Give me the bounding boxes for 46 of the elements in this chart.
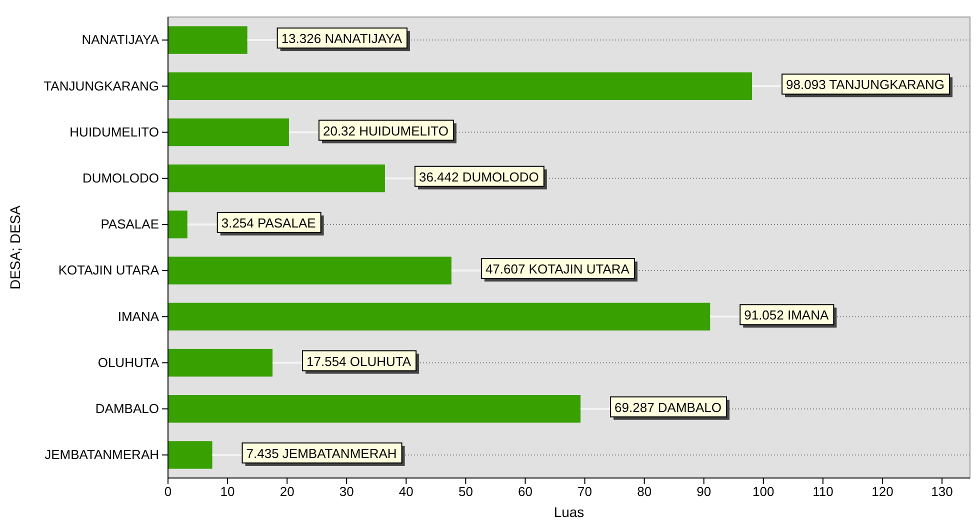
data-label: 3.254 PASALAE: [221, 215, 316, 230]
data-label: 20.32 HUIDUMELITO: [322, 123, 448, 138]
y-tick-label: JEMBATANMERAH: [44, 447, 159, 462]
bar: [168, 441, 212, 469]
x-tick-label: 110: [812, 484, 834, 500]
bar: [168, 118, 289, 146]
data-label: 98.093 TANJUNGKARANG: [786, 77, 945, 92]
y-axis-title: DESA; DESA: [7, 204, 23, 290]
x-tick-label: 120: [872, 484, 894, 500]
y-tick-label: DUMOLODO: [82, 170, 159, 186]
x-tick-label: 90: [696, 484, 712, 500]
y-tick-label: KOTAJIN UTARA: [58, 262, 160, 278]
y-tick-label: TANJUNGKARANG: [44, 78, 159, 94]
data-label: 36.442 DUMOLODO: [418, 169, 539, 184]
x-tick-label: 0: [164, 484, 172, 500]
x-tick-label: 20: [280, 484, 294, 500]
x-tick-label: 60: [518, 484, 532, 500]
x-tick-label: 40: [398, 484, 414, 500]
data-label: 17.554 OLUHUTA: [306, 354, 412, 369]
y-tick-label: NANATIJAYA: [82, 32, 160, 48]
data-label: 91.052 IMANA: [744, 308, 829, 323]
x-tick-label: 30: [339, 484, 354, 500]
bar: [168, 164, 385, 192]
x-tick-label: 80: [637, 484, 652, 500]
bar: [168, 348, 273, 377]
data-label: 47.607 KOTAJIN UTARA: [485, 262, 630, 277]
bar: [168, 302, 710, 330]
bar: [168, 395, 581, 423]
data-label: 7.435 JEMBATANMERAH: [246, 446, 397, 461]
y-tick-label: IMANA: [118, 308, 160, 324]
x-tick-label: 70: [578, 484, 592, 500]
x-tick-label: 100: [752, 484, 774, 500]
y-tick-label: PASALAE: [100, 216, 160, 232]
x-axis-title: Luas: [554, 504, 584, 520]
bar: [168, 26, 248, 54]
y-tick-label: OLUHUTA: [98, 354, 160, 370]
bar: [168, 256, 452, 284]
x-tick-label: 50: [458, 484, 473, 500]
x-tick-label: 10: [220, 484, 235, 500]
bar: [168, 210, 188, 238]
data-label: 69.287 DAMBALO: [614, 400, 722, 415]
y-tick-label: HUIDUMELITO: [70, 124, 159, 140]
y-tick-label: DAMBALO: [95, 401, 159, 416]
data-label: 13.326 NANATIJAYA: [281, 31, 402, 46]
x-tick-label: 130: [931, 484, 953, 500]
bar: [168, 72, 752, 100]
